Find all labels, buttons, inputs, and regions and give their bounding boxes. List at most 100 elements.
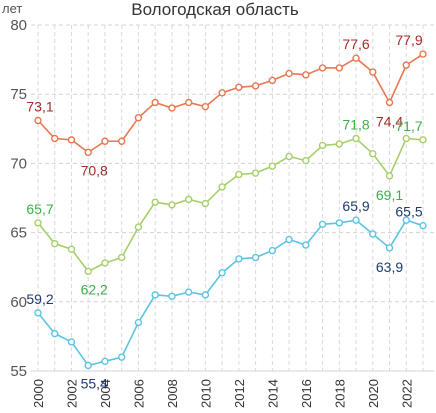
x-tick-label: 2018 [332, 379, 347, 408]
series-point-2 [67, 245, 76, 253]
series-point-2 [168, 201, 176, 209]
series-point-2 [385, 172, 394, 180]
series-point-2 [352, 134, 360, 143]
series-point-1 [335, 64, 344, 72]
series-point-2 [134, 223, 143, 231]
series-point-1 [51, 134, 59, 143]
series-point-2 [268, 162, 277, 170]
series-point-3 [84, 361, 92, 370]
series-point-1 [402, 61, 410, 69]
series-point-1 [201, 102, 210, 111]
x-tick-label: 2008 [165, 379, 180, 408]
data-label: 73,1 [26, 98, 53, 114]
data-label: 77,6 [342, 36, 369, 52]
series-point-1 [184, 98, 193, 107]
x-tick-label: 2020 [366, 379, 381, 408]
series-point-3 [335, 219, 344, 227]
x-tick-label: 2010 [198, 379, 213, 408]
y-axis-unit-label: лет [2, 1, 22, 16]
series-point-3 [352, 216, 360, 224]
x-tick-label: 2004 [98, 379, 113, 408]
series-point-2 [51, 239, 59, 248]
y-tick-label: 60 [10, 294, 27, 311]
x-tick-label: 2012 [232, 379, 247, 408]
series-point-3 [385, 244, 394, 252]
series-point-2 [251, 169, 260, 177]
series-point-2 [184, 195, 193, 204]
data-label: 71,7 [395, 118, 422, 134]
series-point-1 [134, 114, 143, 122]
series-point-3 [419, 221, 427, 230]
series-point-3 [268, 246, 277, 255]
series-point-3 [402, 216, 410, 224]
data-label: 55,4 [81, 375, 108, 391]
series-point-3 [285, 235, 293, 244]
series-point-3 [184, 288, 193, 296]
series-point-3 [117, 353, 126, 361]
series-point-2 [402, 134, 410, 143]
y-tick-label: 65 [10, 225, 27, 242]
x-tick-label: 2016 [299, 379, 314, 408]
series-point-3 [251, 253, 260, 262]
x-tick-label: 2022 [399, 379, 414, 408]
series-point-1 [268, 76, 277, 85]
series-point-1 [318, 64, 327, 72]
series-point-1 [251, 82, 260, 90]
series-point-1 [117, 137, 126, 145]
series-point-2 [235, 170, 243, 179]
series-point-2 [335, 140, 344, 148]
data-label: 69,1 [376, 187, 403, 203]
series-point-2 [34, 219, 42, 227]
series-point-3 [134, 318, 143, 327]
series-point-1 [352, 54, 360, 62]
series-point-2 [369, 150, 377, 158]
series-point-1 [101, 137, 109, 145]
series-point-1 [302, 71, 310, 79]
x-tick-label: 2002 [64, 379, 79, 408]
series-line-1 [37, 53, 424, 154]
series-point-3 [101, 357, 109, 366]
series-point-1 [218, 89, 226, 97]
series-point-1 [168, 104, 176, 112]
series-point-1 [369, 68, 377, 76]
data-label: 63,9 [376, 259, 403, 275]
series-point-2 [419, 136, 427, 144]
grid-layer [31, 24, 434, 372]
x-tick-label: 2006 [131, 379, 146, 408]
series-layer [34, 50, 427, 370]
series-point-3 [34, 309, 42, 317]
data-label: 77,9 [395, 32, 422, 48]
y-tick-label: 80 [10, 17, 27, 34]
chart-title: Вологодская область [131, 0, 299, 19]
series-point-1 [385, 98, 394, 107]
series-point-2 [117, 253, 126, 262]
series-point-1 [419, 50, 427, 58]
series-point-2 [84, 267, 92, 276]
data-label: 71,8 [342, 116, 369, 132]
x-tick-label: 2014 [265, 379, 280, 408]
data-label: 74,4 [376, 114, 403, 130]
series-point-2 [318, 141, 327, 150]
series-point-2 [218, 183, 226, 191]
series-point-1 [151, 98, 159, 107]
data-label: 62,2 [81, 281, 108, 297]
series-point-2 [101, 259, 109, 267]
series-point-1 [67, 136, 76, 144]
series-point-2 [302, 156, 310, 165]
y-tick-label: 55 [10, 363, 27, 380]
y-tick-label: 70 [10, 155, 27, 172]
x-tick-label: 2000 [31, 379, 46, 408]
data-label: 70,8 [81, 162, 108, 178]
series-point-2 [285, 152, 293, 161]
series-point-3 [151, 291, 159, 299]
series-point-1 [235, 83, 243, 91]
series-point-3 [168, 292, 176, 300]
series-point-3 [67, 338, 76, 346]
data-label: 65,7 [26, 201, 53, 217]
series-point-1 [84, 148, 92, 157]
series-point-3 [302, 241, 310, 249]
series-point-3 [369, 230, 377, 238]
data-label: 65,9 [342, 198, 369, 214]
series-point-3 [235, 255, 243, 263]
